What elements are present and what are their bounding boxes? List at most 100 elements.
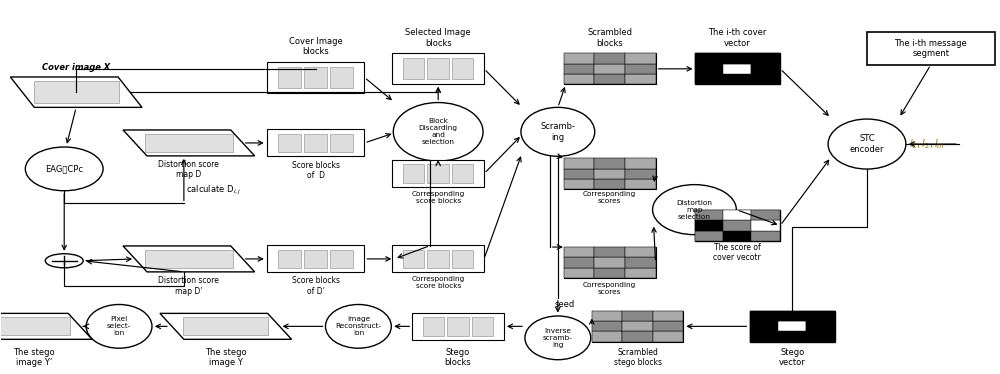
- Bar: [564, 158, 594, 169]
- Bar: [695, 210, 723, 220]
- Text: The i-th message
segment: The i-th message segment: [894, 39, 967, 58]
- Bar: [278, 67, 301, 88]
- Text: Inverse
scramb-
ing: Inverse scramb- ing: [543, 328, 573, 348]
- Bar: [625, 53, 656, 64]
- Bar: [806, 311, 835, 321]
- Bar: [392, 53, 484, 84]
- Polygon shape: [160, 313, 292, 339]
- Bar: [564, 268, 594, 278]
- Text: Cover Image
blocks: Cover Image blocks: [289, 37, 342, 56]
- Bar: [750, 321, 778, 331]
- Ellipse shape: [653, 185, 736, 234]
- Ellipse shape: [525, 316, 591, 360]
- Bar: [403, 58, 424, 79]
- Text: The i-th cover
vector: The i-th cover vector: [708, 28, 767, 48]
- Text: seed: seed: [555, 300, 575, 309]
- Bar: [625, 64, 656, 74]
- Bar: [592, 331, 622, 342]
- Bar: [751, 210, 780, 220]
- Text: Cover image X: Cover image X: [42, 63, 110, 72]
- Text: Pixel
select-
ion: Pixel select- ion: [107, 316, 131, 336]
- Bar: [778, 321, 806, 331]
- Bar: [564, 247, 594, 257]
- Text: Block
Discarding
and
selection: Block Discarding and selection: [419, 118, 458, 145]
- Ellipse shape: [828, 119, 906, 169]
- Bar: [751, 231, 780, 241]
- Bar: [427, 165, 449, 183]
- Text: image
Reconstruct-
ion: image Reconstruct- ion: [335, 316, 381, 336]
- Bar: [594, 247, 625, 257]
- Bar: [452, 58, 473, 79]
- Bar: [778, 311, 806, 321]
- Bar: [392, 245, 484, 272]
- Text: Distortion score
map D: Distortion score map D: [158, 160, 219, 180]
- Bar: [267, 129, 364, 156]
- Text: $l_C, l_2, l_m$: $l_C, l_2, l_m$: [909, 137, 945, 151]
- Ellipse shape: [325, 304, 391, 348]
- Bar: [592, 311, 622, 321]
- Bar: [0, 318, 70, 335]
- Bar: [594, 257, 625, 268]
- Polygon shape: [10, 77, 142, 107]
- Bar: [594, 179, 625, 189]
- Bar: [695, 210, 780, 241]
- Bar: [750, 311, 778, 321]
- Bar: [452, 250, 473, 268]
- Bar: [750, 311, 835, 342]
- Polygon shape: [0, 313, 92, 339]
- Bar: [653, 311, 683, 321]
- Bar: [594, 74, 625, 84]
- Bar: [723, 220, 751, 231]
- Bar: [564, 64, 594, 74]
- Bar: [723, 53, 751, 64]
- Bar: [592, 321, 622, 331]
- Text: STC
encoder: STC encoder: [850, 134, 884, 154]
- Bar: [751, 74, 780, 84]
- Bar: [594, 169, 625, 179]
- Bar: [145, 134, 233, 152]
- Text: Corresponding
scores: Corresponding scores: [583, 282, 636, 295]
- Text: Scramb-
ing: Scramb- ing: [540, 122, 575, 141]
- Bar: [625, 179, 656, 189]
- Bar: [594, 268, 625, 278]
- Text: Corresponding
score blocks: Corresponding score blocks: [412, 276, 465, 289]
- Text: Selected Image
blocks: Selected Image blocks: [405, 28, 471, 48]
- Bar: [806, 331, 835, 342]
- Bar: [622, 311, 653, 321]
- Bar: [447, 317, 469, 335]
- Bar: [625, 169, 656, 179]
- Bar: [625, 257, 656, 268]
- Bar: [564, 169, 594, 179]
- Bar: [278, 250, 301, 268]
- Bar: [723, 74, 751, 84]
- Text: Stego
blocks: Stego blocks: [445, 348, 471, 367]
- Bar: [695, 64, 723, 74]
- Bar: [806, 321, 835, 331]
- Bar: [723, 64, 751, 74]
- Bar: [392, 160, 484, 187]
- Bar: [452, 165, 473, 183]
- Bar: [751, 53, 780, 64]
- Text: Score blocks
of D’: Score blocks of D’: [292, 276, 340, 296]
- Bar: [653, 331, 683, 342]
- Text: Stego
vector: Stego vector: [779, 348, 806, 367]
- Bar: [751, 220, 780, 231]
- Circle shape: [45, 254, 83, 268]
- Bar: [330, 250, 353, 268]
- Bar: [267, 245, 364, 272]
- Text: calculate D$_{i,j}$: calculate D$_{i,j}$: [186, 184, 241, 197]
- Bar: [750, 331, 778, 342]
- Bar: [304, 67, 327, 88]
- Bar: [625, 268, 656, 278]
- Bar: [564, 247, 656, 278]
- Bar: [695, 231, 723, 241]
- Bar: [330, 67, 353, 88]
- Bar: [653, 321, 683, 331]
- Bar: [778, 331, 806, 342]
- Bar: [427, 250, 449, 268]
- Bar: [403, 250, 424, 268]
- Bar: [625, 247, 656, 257]
- Bar: [594, 158, 625, 169]
- Text: Distortion
map
selection: Distortion map selection: [676, 200, 712, 220]
- Bar: [34, 82, 119, 103]
